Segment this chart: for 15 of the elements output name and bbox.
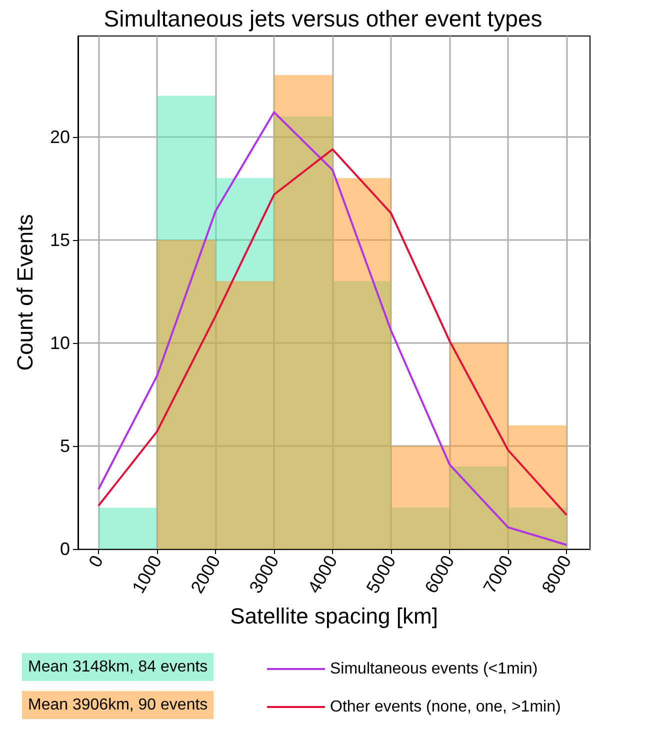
y-tick-label: 0 bbox=[60, 539, 70, 559]
y-axis-title: Count of Events bbox=[12, 214, 38, 371]
legend-label: Simultaneous events (<1min) bbox=[330, 660, 538, 678]
text: Mean 3148km, 84 events bbox=[28, 658, 208, 676]
y-tick-label: 15 bbox=[50, 230, 70, 250]
x-tick-label: 0 bbox=[84, 552, 108, 571]
line-series bbox=[97, 111, 568, 546]
y-tick-label: 20 bbox=[50, 126, 70, 147]
line-series bbox=[97, 148, 568, 516]
y-tick-label: 10 bbox=[50, 332, 70, 353]
y-tick-label: 5 bbox=[60, 436, 70, 456]
x-axis-title: Satellite spacing [km] bbox=[230, 604, 438, 628]
chart-title: Simultaneous jets versus other event types bbox=[104, 6, 542, 32]
legend-label: Other events (none, one, >1min) bbox=[330, 698, 561, 716]
text: Mean 3906km, 90 events bbox=[28, 696, 208, 714]
